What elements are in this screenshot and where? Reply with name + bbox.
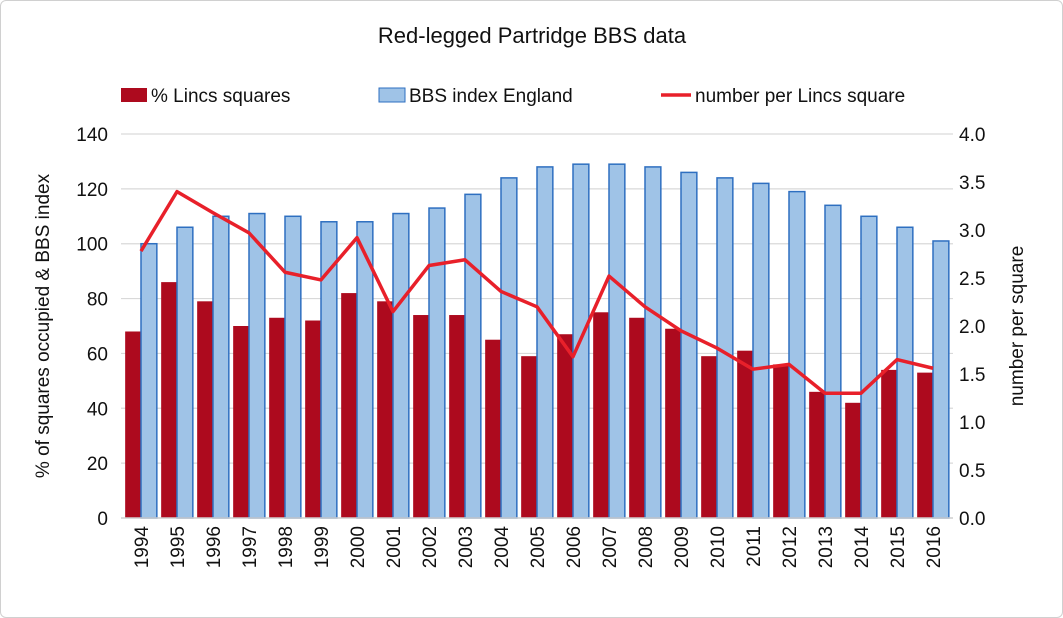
bar-bbs-2005 xyxy=(536,166,554,519)
bar-bbs-1994 xyxy=(140,242,158,519)
y-axis-label: % of squares occupied & BBS index xyxy=(33,173,54,478)
x-tick-label: 1999 xyxy=(312,526,333,568)
x-tick-label: 2010 xyxy=(708,526,729,568)
y-tick-label: 80 xyxy=(87,290,108,311)
y2-tick-label: 2.5 xyxy=(959,269,985,290)
x-tick-label: 2016 xyxy=(924,526,945,568)
x-tick-label: 1995 xyxy=(168,526,189,568)
x-tick-label: 2002 xyxy=(420,526,441,568)
bar-lincs-2004 xyxy=(485,339,501,518)
y2-axis-label: number per square xyxy=(1007,246,1028,407)
bar-bbs-2016 xyxy=(932,240,950,519)
bar-bbs-2015 xyxy=(896,226,914,519)
bar-lincs-2009 xyxy=(665,328,681,518)
x-tick-label: 2001 xyxy=(384,526,405,568)
legend-label-bbs: BBS index England xyxy=(409,86,573,107)
y-tick-label: 100 xyxy=(76,235,108,256)
x-tick-label: 2015 xyxy=(888,526,909,568)
bar-lincs-1998 xyxy=(269,317,285,518)
y2-tick-label: 1.0 xyxy=(959,413,985,434)
bar-lincs-2005 xyxy=(521,356,537,518)
bar-lincs-1995 xyxy=(161,282,177,518)
x-tick-label: 2012 xyxy=(780,526,801,568)
y-tick-label: 0 xyxy=(97,509,108,530)
bar-lincs-2002 xyxy=(413,315,429,518)
bar-lincs-2001 xyxy=(377,301,393,518)
y2-tick-label: 3.0 xyxy=(959,221,985,242)
bar-lincs-1999 xyxy=(305,320,321,518)
bar-bbs-2008 xyxy=(644,166,662,519)
x-tick-label: 1994 xyxy=(132,526,153,569)
y-tick-label: 120 xyxy=(76,180,108,201)
bar-lincs-1996 xyxy=(197,301,213,518)
x-tick-label: 2011 xyxy=(744,526,765,567)
bar-lincs-1997 xyxy=(233,326,249,518)
y2-tick-label: 2.0 xyxy=(959,317,985,338)
bar-bbs-2007 xyxy=(608,163,626,519)
line-number-per-square xyxy=(139,189,934,395)
bar-bbs-2012 xyxy=(788,190,806,519)
bar-lincs-2013 xyxy=(809,391,825,518)
legend-swatch-bbs xyxy=(378,87,406,103)
y2-tick-label: 3.5 xyxy=(959,173,985,194)
bar-bbs-2003 xyxy=(464,193,482,519)
legend-label-lincs: % Lincs squares xyxy=(151,86,290,107)
y2-tick-label: 4.0 xyxy=(959,125,985,146)
bar-bbs-2014 xyxy=(860,215,878,519)
bar-lincs-2014 xyxy=(845,402,861,518)
bar-lincs-2003 xyxy=(449,315,465,518)
x-tick-label: 2008 xyxy=(636,526,657,568)
bar-lincs-2008 xyxy=(629,317,645,518)
y-tick-label: 140 xyxy=(76,125,108,146)
bar-bbs-2002 xyxy=(428,207,446,519)
y2-tick-label: 0.0 xyxy=(959,509,985,530)
x-tick-label: 2006 xyxy=(564,526,585,568)
bar-bbs-2001 xyxy=(392,212,410,519)
legend: % Lincs squares BBS index England number… xyxy=(121,86,905,107)
y2-tick-label: 0.5 xyxy=(959,461,985,482)
x-tick-label: 2009 xyxy=(672,526,693,568)
legend-label-number: number per Lincs square xyxy=(695,86,905,107)
bar-bbs-1995 xyxy=(176,226,194,519)
bar-lincs-2016 xyxy=(917,372,933,518)
bar-lincs-2012 xyxy=(773,364,789,518)
bar-lincs-2007 xyxy=(593,312,609,518)
y-tick-label: 60 xyxy=(87,344,108,365)
bar-lincs-2006 xyxy=(557,334,573,518)
bar-bbs-1997 xyxy=(248,212,266,519)
bar-bbs-1996 xyxy=(212,215,230,519)
bar-lincs-2010 xyxy=(701,356,717,518)
x-tick-label: 2000 xyxy=(348,526,369,568)
chart-title: Red-legged Partridge BBS data xyxy=(378,23,687,48)
bar-lincs-2015 xyxy=(881,369,897,518)
bar-bbs-1998 xyxy=(284,215,302,519)
x-tick-label: 2014 xyxy=(852,526,873,569)
y-tick-label: 20 xyxy=(87,454,108,475)
bar-bbs-2009 xyxy=(680,171,698,519)
x-tick-label: 1996 xyxy=(204,526,225,568)
bar-lincs-2000 xyxy=(341,293,357,518)
x-tick-label: 2005 xyxy=(528,526,549,568)
x-tick-label: 1998 xyxy=(276,526,297,568)
bar-lincs-1994 xyxy=(125,331,141,518)
x-tick-label: 2003 xyxy=(456,526,477,568)
bar-lincs-2011 xyxy=(737,350,753,518)
y2-tick-label: 1.5 xyxy=(959,365,985,386)
bar-bbs-2013 xyxy=(824,204,842,519)
x-tick-label: 2004 xyxy=(492,526,513,569)
bar-bbs-2011 xyxy=(752,182,770,519)
y-tick-label: 40 xyxy=(87,399,108,420)
x-tick-label: 1997 xyxy=(240,526,261,568)
bar-bbs-2004 xyxy=(500,177,518,519)
legend-swatch-lincs xyxy=(121,88,147,102)
x-tick-label: 2007 xyxy=(600,526,621,568)
x-tick-label: 2013 xyxy=(816,526,837,568)
